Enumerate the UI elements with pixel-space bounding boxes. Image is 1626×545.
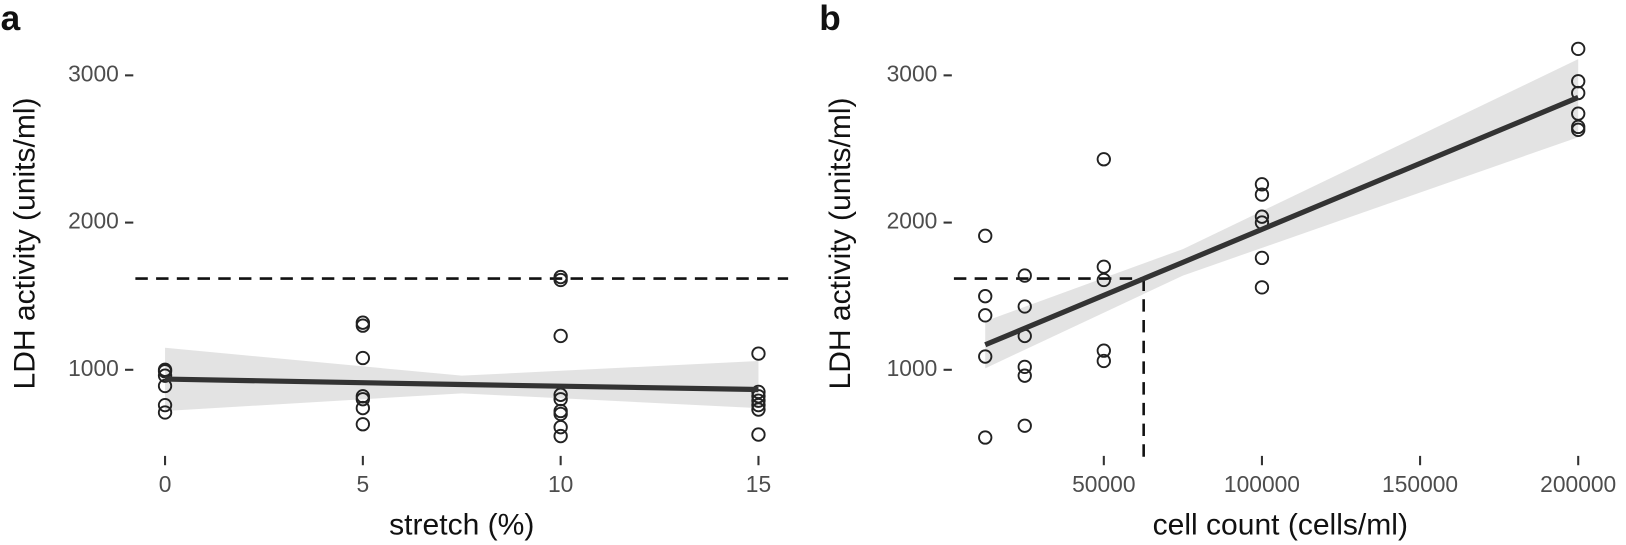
data-point — [355, 350, 371, 366]
data-point — [553, 328, 568, 344]
data-point — [355, 315, 371, 330]
x-tick-label: 100000 — [1224, 471, 1300, 497]
panel-label: a — [1, 0, 21, 38]
data-point — [1017, 359, 1032, 375]
data-point — [1017, 299, 1032, 314]
x-axis-title: cell count (cells/ml) — [1153, 508, 1408, 541]
data-point — [751, 397, 766, 413]
data-point — [355, 400, 371, 416]
data-point — [1571, 122, 1586, 137]
y-tick-label: 2000 — [68, 208, 119, 234]
data-point — [978, 430, 993, 445]
data-point — [1571, 41, 1586, 57]
x-tick-label: 5 — [357, 471, 370, 497]
confidence-band — [985, 59, 1579, 369]
confidence-band — [165, 347, 759, 412]
data-point — [157, 405, 173, 420]
data-point — [1254, 177, 1270, 192]
data-point — [355, 417, 371, 432]
x-tick-label: 200000 — [1540, 471, 1616, 497]
data-point — [978, 308, 993, 323]
x-tick-label: 10 — [548, 471, 573, 497]
data-point — [1096, 152, 1111, 167]
data-point — [355, 318, 371, 333]
data-point — [978, 289, 993, 304]
y-tick-label: 3000 — [68, 60, 119, 86]
data-point — [553, 420, 568, 435]
data-point — [978, 349, 993, 364]
y-tick-label: 1000 — [887, 355, 938, 381]
data-point — [1096, 343, 1111, 358]
data-point — [978, 228, 993, 243]
data-point — [1096, 272, 1111, 288]
fit-line — [164, 376, 759, 393]
x-tick-label: 0 — [159, 471, 172, 497]
x-tick-label: 150000 — [1382, 471, 1458, 497]
data-point — [1254, 187, 1270, 202]
fit-line — [984, 95, 1580, 348]
data-point — [1254, 250, 1270, 266]
y-axis-title: LDH activity (units/ml) — [9, 97, 42, 389]
data-point — [553, 403, 568, 419]
x-tick-label: 15 — [746, 471, 771, 497]
panel-label: b — [819, 0, 841, 38]
y-tick-label: 1000 — [68, 355, 119, 381]
y-tick-label: 2000 — [887, 208, 938, 234]
data-point — [553, 428, 568, 444]
data-point — [751, 427, 766, 442]
x-tick-label: 50000 — [1072, 471, 1135, 497]
x-axis-title: stretch (%) — [389, 508, 534, 541]
data-point — [1254, 209, 1270, 224]
data-point — [553, 272, 568, 288]
data-point — [355, 392, 371, 407]
data-point — [1017, 368, 1032, 383]
data-point — [751, 346, 766, 361]
data-point — [1254, 280, 1270, 295]
data-point — [751, 393, 766, 408]
data-point — [1096, 259, 1111, 274]
data-point — [157, 397, 173, 413]
data-point — [553, 406, 568, 422]
data-point — [1017, 418, 1032, 433]
data-point — [553, 269, 568, 285]
y-axis-title: LDH activity (units/ml) — [824, 97, 857, 389]
data-point — [157, 364, 173, 379]
y-tick-label: 3000 — [887, 60, 938, 86]
data-point — [1017, 268, 1032, 283]
data-point — [1096, 353, 1111, 369]
data-point — [157, 368, 173, 383]
data-point — [751, 402, 766, 417]
